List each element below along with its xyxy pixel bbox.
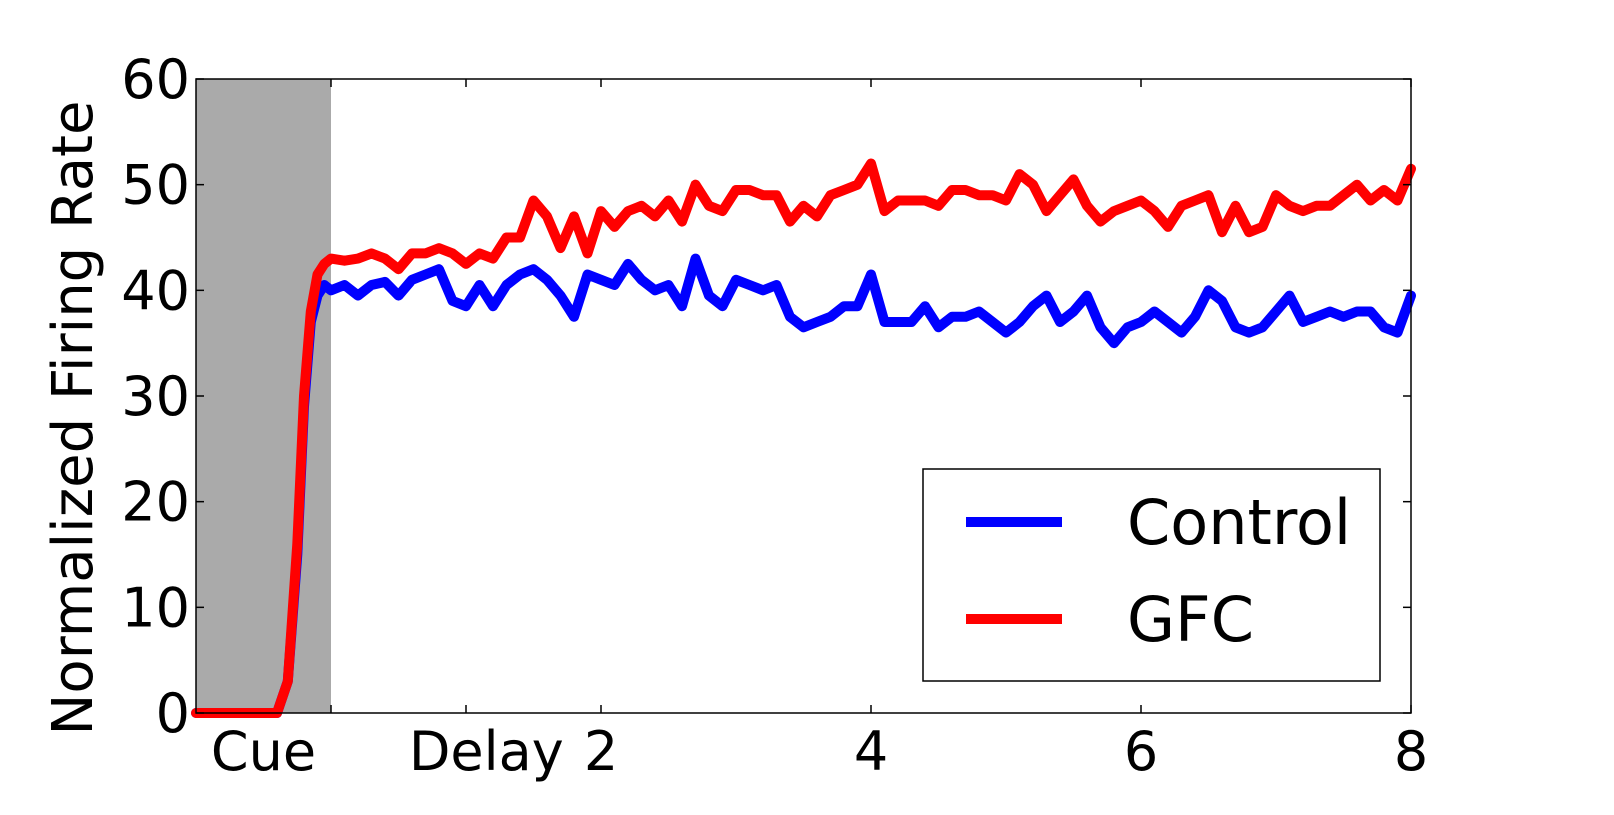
legend-label-control: Control	[1127, 486, 1351, 559]
legend-box	[922, 468, 1381, 682]
y-tick-label: 10	[121, 576, 190, 639]
y-tick-label: 40	[121, 259, 190, 322]
x-category-label: Delay	[409, 720, 564, 783]
cue-period-shade	[196, 79, 331, 713]
y-tick-label: 0	[156, 682, 190, 745]
x-tick-label: 4	[854, 720, 888, 783]
series-line-control	[191, 253, 1416, 718]
x-category-label: Cue	[211, 720, 316, 783]
x-tick-label: 8	[1394, 720, 1428, 783]
x-tick-label: 2	[584, 720, 618, 783]
series-lines	[191, 158, 1416, 718]
x-tick-label: 6	[1124, 720, 1158, 783]
y-tick-label: 30	[121, 365, 190, 428]
legend: Control GFC	[922, 468, 1381, 682]
series-line-gfc	[191, 158, 1416, 718]
y-tick-label: 20	[121, 471, 190, 534]
y-tick-labels: 0 10 20 30 40 50 60	[121, 48, 190, 745]
legend-label-gfc: GFC	[1127, 583, 1254, 656]
y-axis-title: Normalized Firing Rate	[41, 101, 106, 736]
x-tick-labels: 2 4 6 8 Cue Delay	[211, 720, 1428, 783]
axis-ticks	[196, 78, 1412, 714]
y-tick-label: 60	[121, 48, 190, 111]
cue-shaded-region	[196, 79, 331, 713]
y-tick-label: 50	[121, 154, 190, 217]
